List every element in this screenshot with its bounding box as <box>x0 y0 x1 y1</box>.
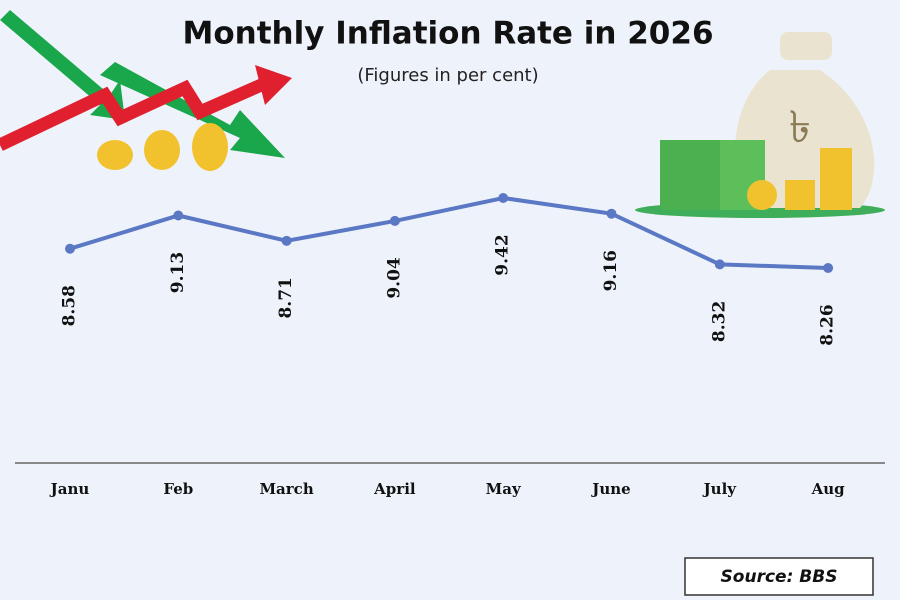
value-label: 8.32 <box>709 301 729 342</box>
source-box <box>684 557 874 596</box>
x-tick-label: Aug <box>811 480 846 498</box>
point <box>389 215 400 226</box>
value-label: 8.71 <box>276 277 296 318</box>
value-label: 8.26 <box>818 304 838 345</box>
svg-text:৳: ৳ <box>789 102 811 153</box>
x-tick-label: Feb <box>163 480 193 498</box>
value-label: 9.16 <box>601 250 621 291</box>
point <box>65 243 75 254</box>
x-tick-label: April <box>373 480 416 498</box>
x-tick-label: May <box>486 480 522 498</box>
point <box>281 235 292 246</box>
chart-subtitle: (Figures in per cent) <box>357 65 538 86</box>
source: Source: BBS <box>721 567 838 587</box>
decoration-arrows <box>0 10 292 171</box>
x-tick-label: July <box>702 480 738 498</box>
point <box>714 259 725 270</box>
x-tick-label: June <box>590 480 630 498</box>
x-tick-label: Janu <box>49 480 90 498</box>
value-label: 8.58 <box>60 285 80 326</box>
chart-title: Monthly Inflation Rate in 2026 <box>182 16 713 52</box>
value-label: 9.04 <box>384 257 404 299</box>
value-label: 9.13 <box>168 252 188 293</box>
value-label: 9.42 <box>493 234 513 275</box>
x-tick-label: March <box>259 480 313 498</box>
point <box>173 210 184 221</box>
point <box>823 263 834 273</box>
line <box>69 195 829 270</box>
point <box>498 193 509 203</box>
point <box>606 208 617 219</box>
decoration-money: ৳ <box>635 32 885 218</box>
